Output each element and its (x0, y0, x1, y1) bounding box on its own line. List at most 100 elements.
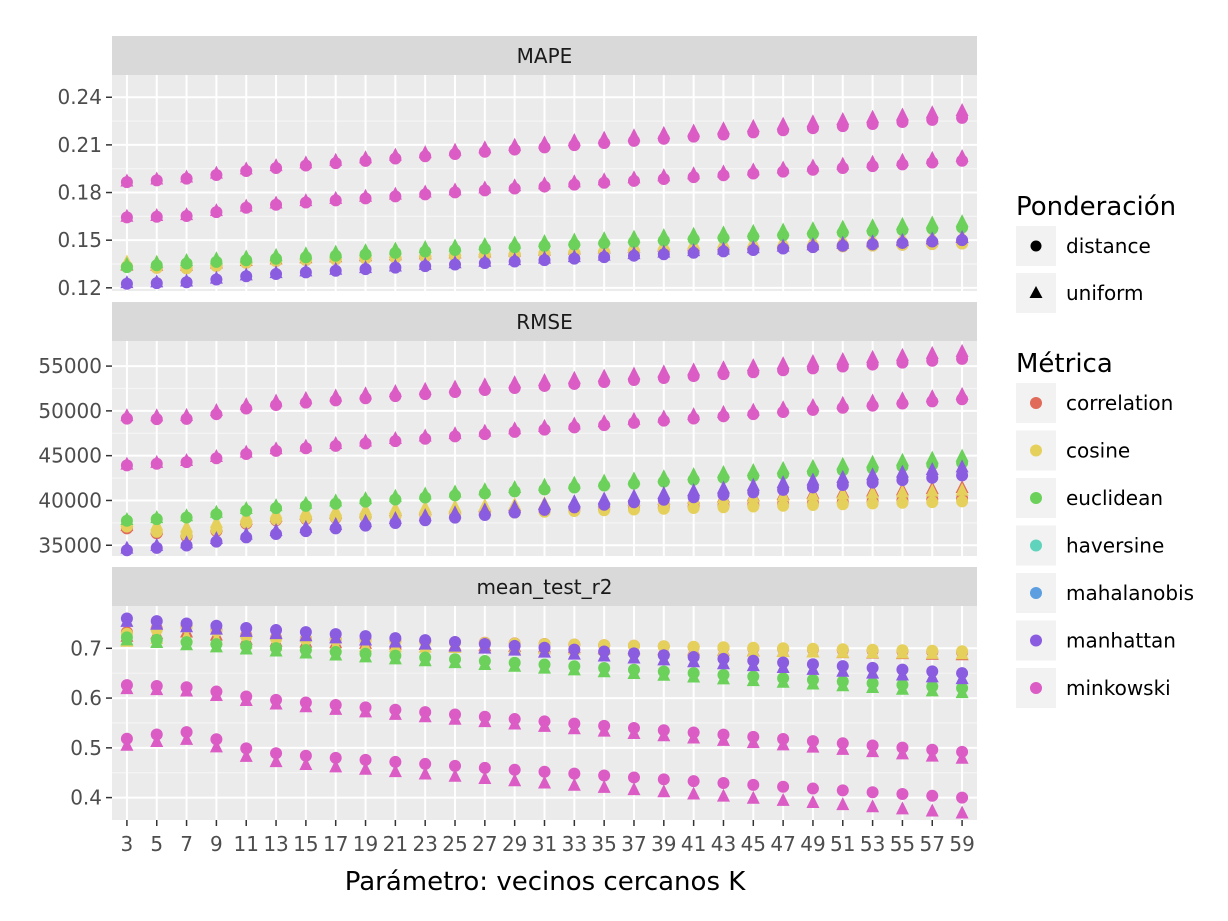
data-point (239, 444, 253, 458)
data-point (956, 495, 969, 508)
data-point (955, 805, 969, 819)
data-point (716, 225, 730, 239)
y-tick-label: 40000 (38, 488, 102, 512)
data-point (776, 737, 790, 751)
data-point (180, 535, 194, 549)
data-point (657, 784, 671, 798)
data-point (777, 780, 790, 793)
data-point (299, 495, 313, 509)
data-point (269, 643, 283, 657)
legend-glyph (1030, 397, 1042, 409)
data-point (657, 652, 671, 666)
data-point (150, 274, 164, 288)
data-point (627, 411, 641, 425)
data-point (150, 733, 164, 747)
data-point (687, 166, 701, 180)
data-point (925, 150, 939, 164)
data-point (388, 430, 402, 444)
data-point (836, 351, 850, 365)
data-point (538, 372, 551, 386)
data-point (448, 655, 462, 669)
data-point (239, 198, 253, 212)
data-point (239, 267, 253, 281)
data-point (895, 645, 909, 659)
x-tick-label: 59 (949, 832, 974, 856)
legend-label: uniform (1066, 281, 1144, 305)
data-point (448, 505, 462, 519)
series-minkowski-uniform (120, 681, 969, 764)
data-point (120, 540, 134, 554)
data-point (478, 236, 492, 250)
data-point (925, 345, 939, 359)
data-point (449, 759, 462, 772)
data-point (597, 779, 611, 793)
data-point (448, 426, 462, 440)
x-tick-label: 25 (442, 832, 467, 856)
data-point (180, 519, 194, 533)
data-point (180, 169, 194, 183)
data-point (209, 639, 223, 653)
data-point (299, 749, 312, 762)
data-point (418, 240, 432, 254)
data-point (478, 423, 492, 437)
data-point (388, 258, 402, 272)
facet-strip-label: RMSE (516, 310, 572, 334)
data-point (597, 247, 611, 261)
data-point (388, 706, 402, 720)
data-point (836, 469, 850, 483)
data-point (150, 254, 164, 268)
data-point (508, 421, 522, 435)
data-point (895, 746, 909, 760)
data-point (716, 121, 730, 135)
legend-item-distance: distance (1016, 226, 1151, 266)
data-point (597, 231, 611, 245)
data-point (746, 462, 760, 476)
data-point (716, 732, 730, 746)
data-point (687, 730, 701, 744)
data-point (418, 381, 432, 395)
data-point (448, 182, 462, 196)
data-point (627, 170, 641, 184)
data-point (299, 193, 313, 207)
data-point (269, 195, 283, 209)
data-point (806, 398, 820, 412)
data-point (209, 514, 223, 528)
data-point (388, 186, 402, 200)
data-point (955, 482, 969, 496)
data-point (776, 160, 790, 174)
facet-panel-MAPE: MAPE 0.12 0.15 0.18 0.21 0.24 (57, 36, 977, 300)
data-point (478, 377, 492, 391)
data-point (657, 409, 671, 423)
data-point (359, 386, 373, 400)
data-point (926, 496, 939, 509)
legend-glyph (1030, 682, 1042, 694)
data-point (567, 232, 581, 246)
data-point (806, 782, 819, 795)
data-point (687, 226, 701, 240)
data-point (538, 234, 551, 248)
data-point (955, 149, 969, 162)
data-point (657, 485, 671, 499)
data-point (955, 230, 969, 243)
x-tick-label: 29 (502, 832, 527, 856)
data-point (120, 632, 134, 646)
data-point (388, 511, 402, 525)
data-point (239, 161, 253, 175)
data-point (209, 251, 223, 265)
data-point (180, 407, 194, 421)
legend-label: correlation (1066, 391, 1173, 415)
data-point (120, 408, 134, 422)
data-point (895, 801, 909, 815)
data-point (478, 140, 492, 154)
data-point (866, 154, 880, 168)
y-tick-label: 45000 (38, 444, 102, 468)
data-point (120, 208, 134, 222)
data-point (925, 389, 939, 403)
x-tick-label: 51 (830, 832, 855, 856)
series-manhattan-uniform (120, 613, 969, 685)
data-point (836, 156, 850, 170)
legend-label: minkowski (1066, 676, 1171, 700)
data-point (150, 616, 164, 630)
data-point (716, 164, 730, 178)
legend-glyph (1030, 634, 1042, 647)
